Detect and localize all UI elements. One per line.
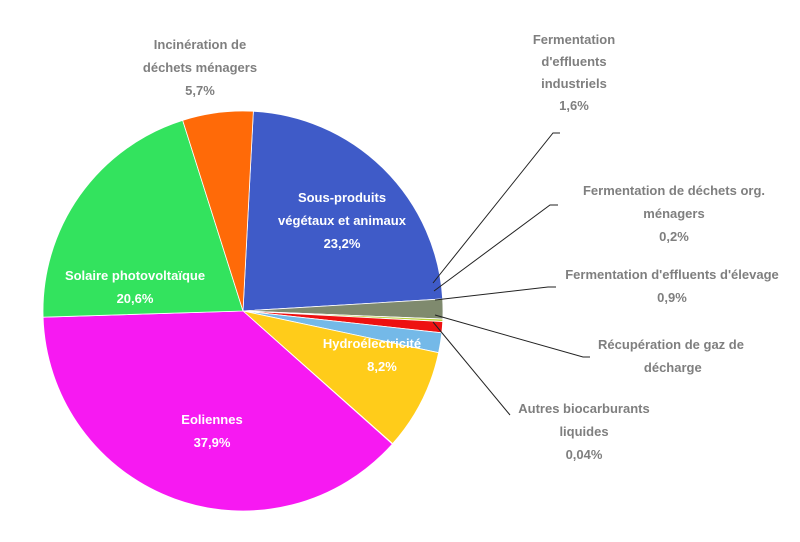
- label-ferm-menagers-line2: ménagers: [643, 206, 704, 221]
- label-hydro-line1: Hydroélectricité: [323, 336, 421, 351]
- label-sous-produits-line2: végétaux et animaux: [278, 213, 407, 228]
- leader-ferm-industriels: [433, 133, 560, 283]
- label-solaire-line1: Solaire photovoltaïque: [65, 268, 205, 283]
- label-recup-gaz-line2:  décharge: [640, 360, 701, 375]
- label-ferm-elevage-value: 0,9%: [657, 290, 687, 305]
- label-eoliennes-line1: Eoliennes: [181, 412, 242, 427]
- label-incineration-line1: Incinération de: [154, 37, 246, 52]
- label-ferm-elevage-line1: Fermentation d'effluents d'élevage: [565, 267, 779, 282]
- label-autres-bio-value: 0,04%: [566, 447, 603, 462]
- leader-ferm-elevage: [435, 287, 556, 300]
- label-sous-produits-value: 23,2%: [324, 236, 361, 251]
- leader-ferm-menagers: [434, 205, 558, 291]
- label-hydro-value: 8,2%: [367, 359, 397, 374]
- label-ferm-menagers-line1: Fermentation de déchets org.: [583, 183, 765, 198]
- label-ferm-industriels-line2: d'effluents: [541, 54, 606, 69]
- leader-recup-gaz: [435, 315, 590, 357]
- label-ferm-industriels-value: 1,6%: [559, 98, 589, 113]
- label-ferm-menagers-value: 0,2%: [659, 229, 689, 244]
- label-autres-bio-line2: liquides: [559, 424, 608, 439]
- label-incineration-line2: déchets ménagers: [143, 60, 257, 75]
- label-sous-produits-line1: Sous-produits: [298, 190, 386, 205]
- label-eoliennes-value: 37,9%: [194, 435, 231, 450]
- label-solaire-value: 20,6%: [117, 291, 154, 306]
- label-ferm-industriels-line1: Fermentation: [533, 32, 615, 47]
- label-recup-gaz-line1: Récupération de gaz de: [598, 337, 744, 352]
- label-ferm-industriels-line3: industriels: [541, 76, 607, 91]
- pie-slices: [43, 111, 443, 511]
- label-autres-bio-line1: Autres biocarburants: [518, 401, 649, 416]
- label-incineration-value: 5,7%: [185, 83, 215, 98]
- leader-autres-bio: [433, 322, 510, 415]
- pie-slice-0: [243, 111, 443, 311]
